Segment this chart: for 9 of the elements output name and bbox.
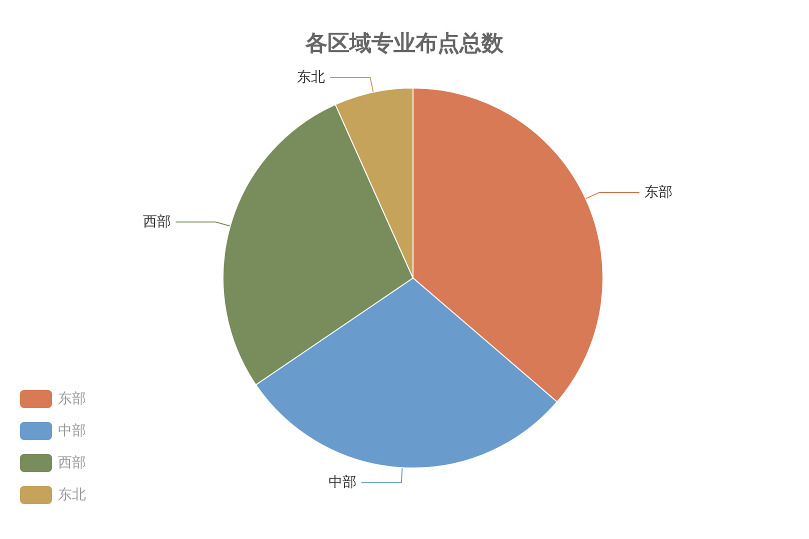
slice-label: 东北 — [297, 70, 326, 86]
slice-label: 中部 — [328, 474, 356, 491]
legend-label: 西部 — [58, 455, 86, 471]
legend-label: 东部 — [58, 391, 86, 407]
legend-label: 东北 — [58, 487, 86, 503]
chart-title: 各区域专业布点总数 — [304, 32, 504, 56]
legend-label: 中部 — [58, 423, 86, 439]
slice-label: 东部 — [644, 184, 672, 200]
slice-label: 西部 — [142, 214, 171, 230]
